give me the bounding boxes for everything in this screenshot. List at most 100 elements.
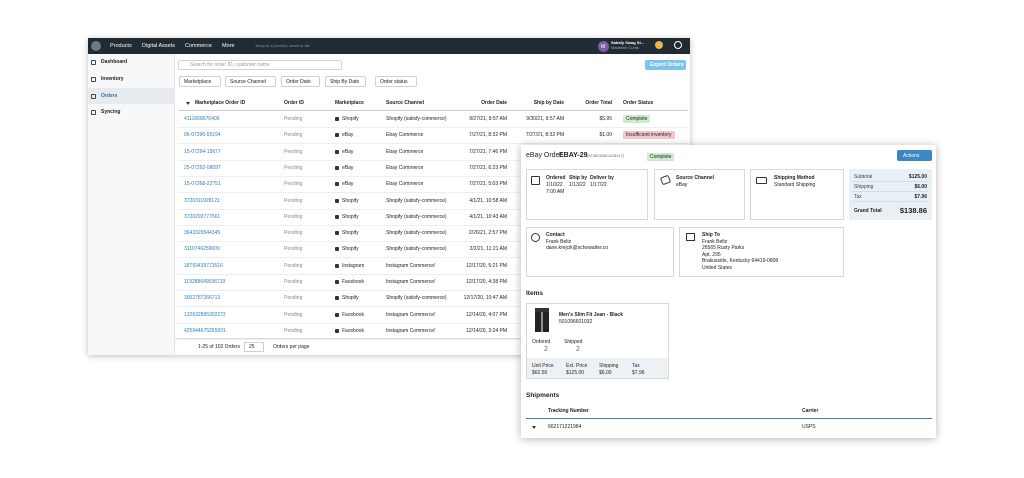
contact-icon xyxy=(531,233,540,242)
sidebar-item[interactable]: Inventory xyxy=(101,76,124,82)
date: 7/27/21, 8:32 PM xyxy=(468,132,507,139)
filter-button[interactable] xyxy=(225,76,276,87)
row-divider xyxy=(178,208,688,210)
price-value: $6.00 xyxy=(599,370,612,376)
source-channel: Ebay Commerce xyxy=(386,148,424,155)
marketplace-icon xyxy=(335,263,339,268)
search-box[interactable] xyxy=(178,60,342,70)
marketplace-order-id[interactable]: 05-07396-55194 xyxy=(184,132,221,139)
marketplace-order-id[interactable]: 3002787266713 xyxy=(184,295,221,302)
help-icon[interactable] xyxy=(674,41,682,49)
column-header[interactable]: Marketplace Order ID xyxy=(195,100,246,106)
marketplace-icon xyxy=(335,165,339,170)
marketplace: eBay xyxy=(342,181,354,188)
order-id: Pending xyxy=(284,116,303,122)
shipping-method: Shipping Method xyxy=(774,175,815,181)
row-divider xyxy=(178,159,688,161)
column-header[interactable]: Ship by Date xyxy=(533,100,564,106)
nav-item[interactable]: Commerce xyxy=(185,43,212,49)
quantity-label: Shipped xyxy=(564,339,583,345)
sidebar-item[interactable]: Syncing xyxy=(101,109,121,115)
marketplace-order-id[interactable]: 132632895302272 xyxy=(184,311,226,318)
column-header[interactable]: Order Total xyxy=(585,100,612,106)
ship-to-card xyxy=(679,227,844,277)
carrier: USPS xyxy=(802,424,816,430)
date-value: 7:00 AM xyxy=(546,189,565,195)
contact-line: dane.krejcik@schowalter.co xyxy=(546,245,609,251)
order-id: Pending xyxy=(284,148,303,155)
marketplace-order-id[interactable]: 3110746259609 xyxy=(184,246,220,253)
nav-item[interactable]: More xyxy=(222,43,235,49)
marketplace-order-id[interactable]: 4111668676409 xyxy=(184,116,220,122)
marketplace: eBay xyxy=(342,132,354,139)
marketplace-order-id[interactable]: 25-07392-08097 xyxy=(184,164,221,171)
date: 12/14/20, 3:24 PM xyxy=(466,327,507,334)
actions-label: Actions xyxy=(903,153,920,159)
source-channel: eBay xyxy=(676,182,688,188)
item-image xyxy=(535,308,549,332)
export-button[interactable] xyxy=(645,60,686,70)
marketplace: Instagram xyxy=(342,262,365,269)
date: 12/17/20, 4:38 PM xyxy=(466,279,507,285)
summary-card xyxy=(849,169,932,220)
marketplace: Shopify xyxy=(342,197,359,204)
ship-to-line: Frank Beltz xyxy=(702,238,728,245)
filter-button[interactable] xyxy=(281,76,320,87)
row-divider xyxy=(178,192,688,194)
order-id: Pending xyxy=(284,246,303,253)
marketplace-order-id[interactable]: 18793439773516 xyxy=(184,262,223,269)
header-divider xyxy=(178,110,688,111)
date: 7/27/21, 8:32 PM xyxy=(525,132,564,139)
sidebar-icon xyxy=(91,77,96,82)
date-icon xyxy=(531,176,540,185)
summary-divider xyxy=(852,191,929,192)
marketplace-order-id[interactable]: 3643329544345 xyxy=(184,230,221,237)
expand-arrow[interactable] xyxy=(532,426,536,429)
per-page-label: Orders per page xyxy=(273,344,310,350)
ship-to-line: Brakusside, Kentucky 64419-0808 xyxy=(702,258,779,264)
marketplace-order-id[interactable]: 15-07368-22751 xyxy=(184,181,221,188)
marketplace-icon xyxy=(335,117,339,121)
nav-item[interactable]: Digital Assets xyxy=(142,43,176,49)
date: 9/30/21, 9:57 AM xyxy=(526,116,564,122)
contact-line: Frank Beltz xyxy=(546,238,572,245)
order-id: Pending xyxy=(284,197,303,204)
column-header[interactable]: Order Status xyxy=(623,100,654,106)
status-badge: Complete xyxy=(647,152,675,161)
filter-button[interactable] xyxy=(179,76,221,87)
nav-search[interactable]: Jump to a product, asset or list xyxy=(255,43,310,48)
marketplace-order-id[interactable]: 119288649936733 xyxy=(184,279,226,285)
filter-label: Marketplace xyxy=(184,78,212,85)
source-channel: Instagram Commerce! xyxy=(386,262,436,269)
filter-button[interactable] xyxy=(325,76,366,87)
sidebar-item[interactable]: Orders xyxy=(101,93,118,99)
price-value: $125.00 xyxy=(566,370,585,376)
marketplace-order-id[interactable]: 3720293777561 xyxy=(184,213,221,220)
column-header[interactable]: Marketplace xyxy=(335,100,364,106)
per-page-select[interactable] xyxy=(244,342,264,352)
order-number: EBAY-29 xyxy=(559,152,588,159)
summary-label: Subtotal xyxy=(854,174,873,180)
column-header[interactable]: Source Channel xyxy=(386,100,425,106)
actions-button[interactable] xyxy=(897,150,932,161)
marketplace-order-id[interactable]: 15-07394-15677 xyxy=(184,148,221,155)
sidebar-item[interactable]: Dashboard xyxy=(101,59,128,65)
column-header[interactable]: Order ID xyxy=(284,100,305,106)
date: 2/2/21, 11:21 AM xyxy=(469,246,507,253)
order-id: Pending xyxy=(284,132,303,139)
marketplace: Shopify xyxy=(342,213,359,220)
order-id: Pending xyxy=(284,262,303,269)
item-name: Men's Slim Fit Jean - Black xyxy=(559,312,623,318)
marketplace-order-id[interactable]: 3720311928121 xyxy=(184,197,220,204)
search-placeholder[interactable]: Search for order ID, customer name xyxy=(190,62,270,68)
export-label: Export Orders xyxy=(650,62,684,68)
filter-button[interactable] xyxy=(375,76,417,87)
date-label: Ship by xyxy=(569,175,588,181)
column-header[interactable]: Order Date xyxy=(481,100,507,106)
nav-item[interactable]: Products xyxy=(110,43,132,49)
ship-to-line: 26565 Rusty Parks xyxy=(702,245,745,251)
top-nav xyxy=(88,38,690,54)
sidebar xyxy=(88,54,175,355)
marketplace-order-id[interactable]: 425944675265931 xyxy=(184,327,226,334)
avatar xyxy=(598,41,609,52)
